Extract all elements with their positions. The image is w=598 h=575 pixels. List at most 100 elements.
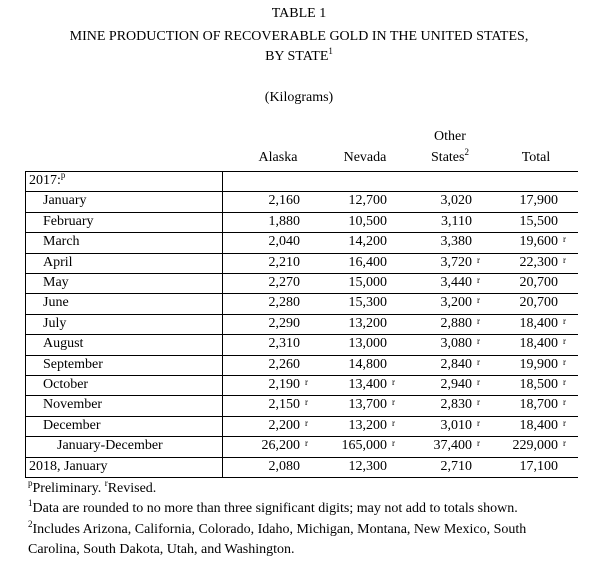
revised-mark: r <box>563 336 566 347</box>
row-label: October <box>43 376 88 394</box>
row-label-text: January <box>43 193 87 209</box>
row-label: April <box>43 254 73 272</box>
row-label-text: 2018, January <box>29 458 108 474</box>
revised-mark: r <box>477 295 480 306</box>
row-label-text: May <box>43 275 69 290</box>
column-rule <box>25 171 26 477</box>
footnote: pPreliminary. rRevised. <box>28 478 157 498</box>
cell-value: 37,400 <box>433 438 473 454</box>
revised-mark: r <box>477 397 480 408</box>
row-label-text: October <box>43 377 89 392</box>
footnote-text: Revised. <box>107 481 157 496</box>
row-label-text: December <box>43 417 101 433</box>
cell-value: 2,830 <box>440 397 473 413</box>
revised-mark: r <box>563 356 566 367</box>
cell-value: 165,000 <box>341 438 388 454</box>
column-header-text: Nevada <box>343 150 387 165</box>
row-label: September <box>43 356 103 374</box>
row-label-text: January-December <box>57 438 163 454</box>
footnote-text: Data are rounded to no more than three s… <box>32 501 518 516</box>
cell-value: 229,000 <box>512 438 559 454</box>
cell-value: 2,940 <box>440 377 473 392</box>
column-rule <box>222 171 223 477</box>
cell-value: 13,200 <box>348 417 388 433</box>
cell-value: 1,880 <box>268 213 301 229</box>
cell-value: 3,010 <box>440 417 473 433</box>
revised-mark: r <box>477 336 480 347</box>
cell-value: 3,110 <box>441 213 472 229</box>
revised-mark: r <box>305 397 308 408</box>
row-rule <box>25 191 578 193</box>
footnote-ref: 1 <box>328 46 333 56</box>
row-label: March <box>43 233 80 251</box>
column-header: States2 <box>410 148 490 167</box>
row-rule <box>25 354 578 356</box>
revised-mark: r <box>305 417 308 428</box>
cell-value: 2,840 <box>440 356 473 372</box>
revised-mark: r <box>477 275 480 285</box>
cell-value: 14,200 <box>348 234 388 250</box>
footnote-mark: 2 <box>28 519 33 529</box>
footnote-mark: p <box>28 478 33 488</box>
cell-value: 2,710 <box>440 458 473 474</box>
cell-value: 2,210 <box>268 254 301 270</box>
row-label: November <box>43 396 102 414</box>
row-rule <box>25 415 578 417</box>
cell-value: 2,310 <box>268 336 301 352</box>
row-label-text: April <box>43 254 73 270</box>
cell-value: 3,380 <box>440 234 473 250</box>
row-rule <box>25 211 578 213</box>
table-title-line: BY STATE1 <box>0 46 598 66</box>
cell-value: 22,300 <box>519 254 559 270</box>
cell-value: 2,280 <box>268 295 301 311</box>
row-rule <box>25 252 578 254</box>
revised-mark: r <box>392 438 395 449</box>
revised-mark: r <box>392 377 395 387</box>
cell-value: 3,720 <box>440 254 473 270</box>
footnote: 1Data are rounded to no more than three … <box>28 498 518 518</box>
cell-value: 17,100 <box>519 458 559 474</box>
row-rule <box>25 232 578 234</box>
cell-value: 18,400 <box>519 315 559 331</box>
cell-value: 2,150 <box>268 397 301 413</box>
cell-value: 2,290 <box>268 315 301 331</box>
revised-mark: r <box>563 315 566 326</box>
revised-mark: r <box>477 438 480 449</box>
column-header: Alaska <box>238 149 318 167</box>
revised-mark: r <box>477 254 480 265</box>
cell-value: 2,080 <box>268 458 301 474</box>
revised-mark: r <box>477 315 480 326</box>
cell-value: 26,200 <box>261 438 301 454</box>
cell-value: 17,900 <box>519 193 559 209</box>
row-label: January-December <box>57 437 163 455</box>
revised-mark: r <box>477 377 480 387</box>
row-label-text: August <box>43 336 84 352</box>
revised-mark: r <box>392 417 395 428</box>
row-rule <box>25 395 578 397</box>
cell-value: 2,260 <box>268 356 301 372</box>
revised-mark: r <box>563 254 566 265</box>
cell-value: 18,400 <box>519 417 559 433</box>
row-label-text: 2017: <box>29 173 61 188</box>
cell-value: 2,880 <box>440 315 473 331</box>
row-label-text: September <box>43 356 103 372</box>
revised-mark: r <box>563 397 566 408</box>
row-rule <box>25 456 578 458</box>
row-label-text: March <box>43 234 80 250</box>
footnote-continued: Carolina, South Dakota, Utah, and Washin… <box>28 542 295 557</box>
revised-mark: r <box>563 234 566 245</box>
cell-value: 2,200 <box>268 417 301 433</box>
cell-value: 16,400 <box>348 254 388 270</box>
cell-value: 18,400 <box>519 336 559 352</box>
row-rule <box>25 293 578 295</box>
row-label: 2017:p <box>29 171 65 190</box>
footnote: 2Includes Arizona, California, Colorado,… <box>28 519 526 539</box>
footnote-mark: 1 <box>28 498 33 508</box>
column-header-text: Alaska <box>258 150 298 165</box>
cell-value: 2,190 <box>268 377 301 392</box>
cell-value: 2,040 <box>268 234 301 250</box>
row-rule <box>25 273 578 274</box>
row-label: August <box>43 335 83 353</box>
row-rule <box>25 436 578 438</box>
